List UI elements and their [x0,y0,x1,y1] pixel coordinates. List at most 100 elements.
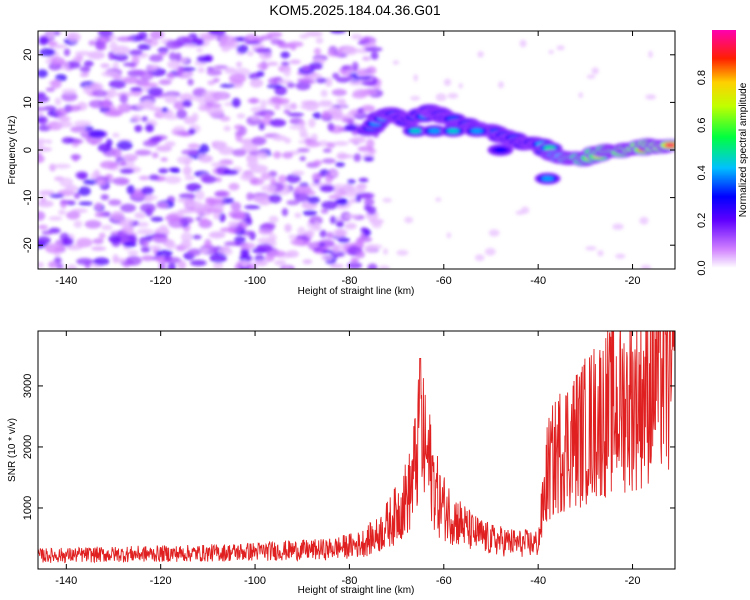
spectrogram-x-label: Height of straight line (km) [298,286,415,297]
heatmap-noise-cell [311,172,322,182]
heatmap-noise-cell [89,83,101,91]
colorbar-gradient [712,30,736,268]
y-tick-label: -20 [22,237,34,253]
heatmap-noise-cell [484,247,496,256]
x-tick-label: -120 [150,275,172,287]
heatmap-noise-cell [177,260,187,269]
heatmap-noise-cell [355,250,365,259]
heatmap-noise-cell [218,146,235,155]
heatmap-noise-cell [101,71,119,77]
heatmap-noise-cell [288,234,298,239]
signal-secondary-blob-core [470,128,483,134]
heatmap-noise-cell [84,220,102,229]
colorbar-tick-label: 0.2 [696,213,708,228]
heatmap-noise-cell [49,193,64,198]
heatmap-noise-cell [648,50,653,59]
heatmap-noise-cell [38,262,45,268]
y-tick-label: 2000 [22,435,34,459]
heatmap-noise-cell [318,101,334,108]
heatmap-noise-cell [302,80,316,84]
heatmap-noise-cell [108,199,122,206]
heatmap-noise-cell [612,223,624,230]
colorbar-label: Normalized spectral amplitude [738,82,749,217]
heatmap-noise-cell [208,31,226,36]
heatmap-noise-cell [313,247,322,252]
heatmap-noise-cell [179,93,194,103]
heatmap-noise-cell [290,238,304,246]
heatmap-noise-cell [244,205,261,210]
heatmap-noise-cell [55,263,64,269]
heatmap-noise-cell [79,72,89,78]
heatmap-noise-cell [383,248,388,255]
heatmap-noise-cell [362,56,371,61]
heatmap-noise-cell [324,77,333,87]
heatmap-noise-cell [358,89,377,96]
heatmap-noise-cell [443,78,452,87]
heatmap-noise-cell [181,72,194,77]
heatmap-noise-cell [319,229,327,238]
heatmap-noise-cell [357,68,370,77]
heatmap-noise-cell [337,237,350,244]
heatmap-noise-cell [140,203,156,213]
heatmap-noise-cell [108,88,117,98]
heatmap-noise-cell [136,221,149,228]
heatmap-noise-cell [286,250,299,258]
heatmap-noise-cell [297,148,310,153]
heatmap-noise-cell [254,259,268,267]
heatmap-noise-cell [83,179,99,185]
heatmap-noise-cell [176,155,193,165]
heatmap-noise-cell [336,197,349,206]
heatmap-noise-cell [119,94,128,104]
y-tick-label: 3000 [22,374,34,398]
spectrogram-x-axis: -140 -120 -100 -80 -60 -40 -20 [55,31,640,287]
heatmap-noise-cell [285,173,301,184]
heatmap-noise-cell [297,226,306,236]
heatmap-noise-cell [208,231,226,239]
heatmap-noise-cell [164,175,182,184]
heatmap-noise-cell [83,85,91,94]
heatmap-noise-cell [248,72,260,80]
heatmap-noise-cell [335,229,346,238]
heatmap-noise-cell [364,198,375,206]
snr-y-axis: 1000 2000 3000 [22,374,675,520]
heatmap-noise-cell [38,224,48,230]
heatmap-noise-cell [244,40,261,45]
heatmap-noise-cell [336,76,351,83]
heatmap-noise-cell [176,109,188,120]
heatmap-noise-cell [38,190,56,196]
heatmap-noise-cell [331,244,340,253]
heatmap-noise-cell [142,240,150,247]
heatmap-noise-cell [180,232,193,243]
heatmap-noise-cell [59,200,76,205]
heatmap-noise-cell [78,201,93,206]
heatmap-noise-cell [321,200,339,210]
heatmap-noise-cell [435,93,447,102]
heatmap-noise-cell [120,203,136,213]
heatmap-noise-cell [137,31,148,40]
colorbar-tick-label: 0.4 [696,165,708,180]
heatmap-noise-cell [336,98,345,104]
heatmap-noise-cell [165,241,177,250]
x-tick-label: -40 [530,575,546,587]
heatmap-noise-cell [149,106,162,111]
heatmap-noise-cell [223,169,239,175]
heatmap-noise-cell [198,104,211,112]
heatmap-noise-cell [128,49,143,56]
heatmap-noise-cell [38,37,49,46]
heatmap-noise-cell [197,67,205,73]
heatmap-noise-cell [198,152,209,162]
snr-y-label: SNR (10 * v/v) [7,418,18,482]
heatmap-noise-cell [195,190,205,201]
heatmap-noise-cell [138,175,150,181]
heatmap-noise-cell [190,259,207,267]
heatmap-noise-cell [240,242,256,250]
heatmap-noise-cell [116,140,133,151]
heatmap-noise-cell [260,184,277,192]
heatmap-noise-cell [289,59,301,65]
heatmap-noise-cell [196,47,203,53]
heatmap-noise-cell [38,236,51,245]
heatmap-noise-cell [282,151,294,159]
heatmap-noise-cell [305,229,315,238]
heatmap-noise-cell [100,194,110,201]
heatmap-noise-cell [363,156,374,162]
